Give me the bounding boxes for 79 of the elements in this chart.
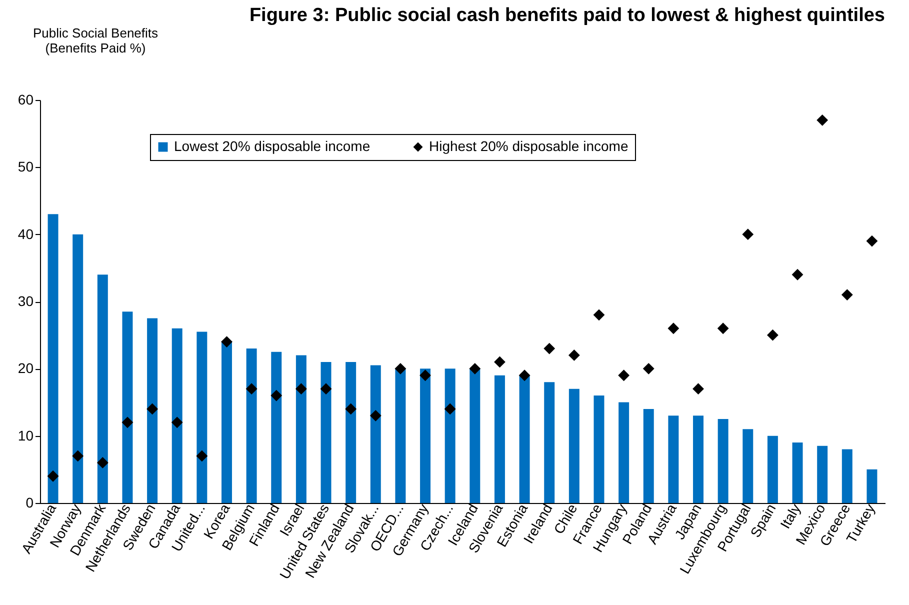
point [370,410,382,422]
bar [444,368,456,503]
point [568,350,580,361]
bar [767,436,778,503]
bar [668,416,679,503]
point [394,362,406,374]
point [841,289,853,300]
y-tick-label: 20 [18,360,34,376]
bar [594,396,604,503]
point [668,322,680,334]
point [816,114,828,126]
point [494,356,506,368]
point [270,390,282,402]
y-tick-label: 0 [26,494,34,510]
bar [693,416,704,503]
bar [395,368,406,503]
bar [370,365,381,503]
point [246,383,258,395]
bar [72,234,84,503]
bar [48,214,58,503]
legend-label: Lowest 20% disposable income [174,138,370,154]
bar [718,419,728,503]
point [221,336,232,348]
point [642,362,654,374]
point [469,362,481,374]
point [122,416,134,428]
bar [742,429,754,503]
point [146,403,158,415]
point [518,370,530,382]
point [866,235,878,247]
y-tick-label: 10 [18,427,34,444]
bar [196,332,208,503]
point [320,383,332,395]
chart-title: Figure 3: Public social cash benefits paid to lowest & highest quintiles [249,5,885,26]
y-tick-label: 60 [18,92,34,108]
point [196,450,208,462]
point [345,403,357,415]
bar [172,328,182,503]
y-tick-label: 40 [18,226,34,242]
bar [618,402,630,503]
bar [296,355,306,503]
bar [271,352,282,503]
bar [320,362,332,503]
point [96,457,108,468]
point [171,416,183,428]
bar [246,348,257,503]
point [420,370,431,382]
point [742,228,754,240]
bar [519,375,530,503]
bar [643,408,654,503]
point [767,329,778,341]
point [72,450,84,462]
bar [346,362,356,503]
bar [222,342,232,503]
point [618,370,630,382]
point [593,309,605,321]
bar [494,375,505,503]
y-tick-label: 50 [18,158,34,175]
point [444,403,456,415]
legend-label: Highest 20% disposable income [429,138,628,154]
point [47,470,59,482]
bar [842,449,852,503]
point [792,268,804,280]
bar [420,368,431,503]
bar [97,274,108,503]
bar [866,469,878,503]
bar [470,368,480,503]
bar [568,388,580,503]
bar [544,382,555,503]
y-tick-label: 30 [18,293,34,309]
y-axis-title: Public Social Benefits (Benefits Paid %) [32,26,159,56]
point [717,322,729,334]
point [692,383,704,395]
point [544,342,556,354]
bar [817,446,828,503]
bar [792,442,803,503]
point [295,383,307,395]
bar [147,318,158,503]
bar [122,312,133,503]
